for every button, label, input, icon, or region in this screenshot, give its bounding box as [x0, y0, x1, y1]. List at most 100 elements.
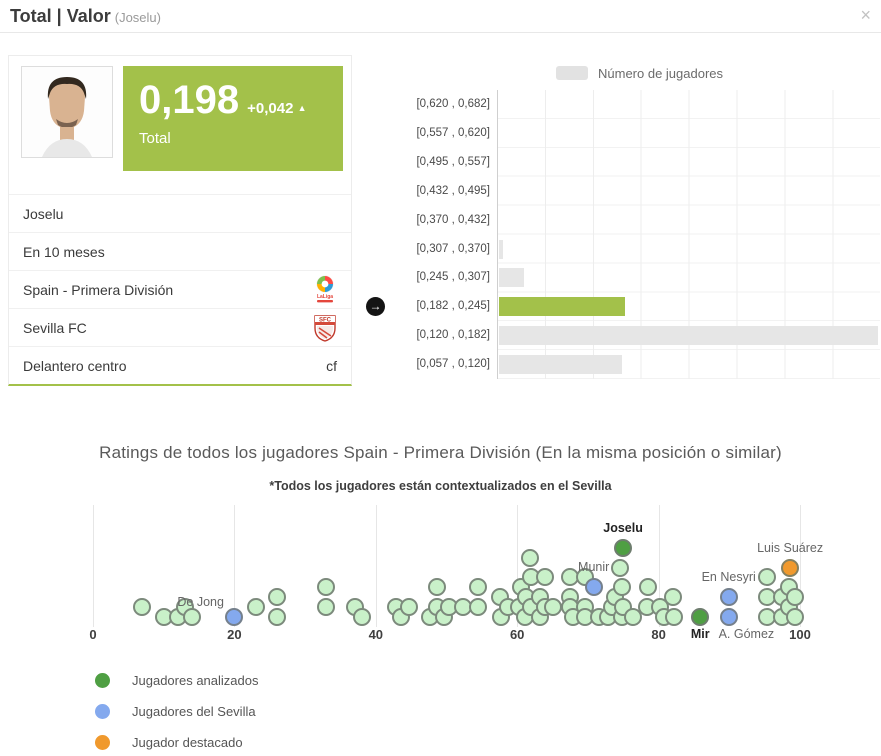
scatter-dot — [133, 598, 152, 617]
scatter-dot-de-jong — [225, 608, 244, 626]
scatter-dot — [638, 578, 657, 597]
legend-item-label: Jugadores del Sevilla — [132, 704, 256, 719]
scatter-dot — [786, 588, 805, 607]
scatter-dot-munir — [584, 578, 603, 597]
x-axis-tick-label: 60 — [509, 627, 525, 642]
scatter-gridline — [234, 505, 236, 627]
x-axis-tick-label: 20 — [227, 627, 242, 642]
position-code: cf — [326, 357, 337, 374]
scatter-dot-mir — [691, 608, 710, 626]
histogram-bar — [499, 268, 524, 288]
histogram-bar — [499, 239, 503, 259]
contract-label: En 10 meses — [23, 243, 105, 260]
histogram-bin-label: [0,245 , 0,307] — [416, 271, 490, 284]
player-photo-image — [22, 67, 112, 157]
contract-row: En 10 meses — [9, 232, 351, 270]
histogram-bin-label: [0,307 , 0,370] — [416, 242, 490, 255]
modal-header: Total | Valor (Joselu) × — [0, 0, 881, 33]
scatter-dot — [663, 588, 682, 607]
analyzed-dot-icon — [95, 673, 110, 688]
page-title-player: (Joselu) — [114, 10, 161, 25]
legend-item-highlight: Jugador destacado — [95, 735, 243, 750]
scatter-gridline — [375, 505, 377, 627]
scatter-dot — [612, 578, 631, 597]
scatter-dot — [520, 548, 539, 567]
scatter-dot-joselu — [614, 538, 633, 557]
legend-item-label: Jugador destacado — [132, 735, 243, 750]
scatter-gridline — [658, 505, 660, 627]
page-title: Total | Valor (Joselu) — [10, 6, 161, 27]
scatter-dot — [246, 598, 265, 617]
scatter-gridline — [517, 505, 519, 627]
value-delta: +0,042 ▲ — [247, 100, 307, 117]
laliga-logo-icon: LaLiga — [313, 275, 337, 305]
league-label: Spain - Primera División — [23, 281, 174, 298]
histogram-bar — [499, 326, 878, 346]
highlight-dot-icon — [95, 735, 110, 750]
scatter-gridline — [93, 505, 94, 627]
position-row: Delantero centro cf — [9, 346, 351, 384]
scatter-dot — [317, 598, 336, 617]
sevilla-dot-icon — [95, 704, 110, 719]
histogram-legend-label: Número de jugadores — [598, 66, 724, 81]
histogram-legend-swatch — [556, 66, 588, 80]
x-axis-tick-label: 40 — [368, 627, 384, 642]
player-point-label: En Nesyri — [701, 570, 756, 585]
histogram-plot — [497, 90, 880, 379]
scatter-dot — [427, 578, 446, 597]
player-point-label: Mir — [690, 627, 710, 641]
scatter-subtitle: *Todos los jugadores están contextualiza… — [269, 479, 612, 493]
scatter-gridline — [800, 505, 801, 627]
player-point-label: Luis Suárez — [757, 540, 824, 555]
scatter-dot — [544, 598, 563, 617]
scatter-title: Ratings de todos los jugadores Spain - P… — [99, 443, 782, 462]
scatter-dot — [469, 598, 488, 617]
histogram-bar — [499, 355, 622, 375]
scatter-dot-a-g-mez — [719, 608, 738, 626]
x-axis-tick-label: 100 — [789, 627, 811, 642]
scatter-dot — [610, 558, 629, 577]
delta-up-icon: ▲ — [297, 103, 307, 113]
scatter-dot-luis-su-rez — [781, 558, 800, 577]
histogram-bar-highlighted — [499, 297, 625, 317]
scatter-dot — [182, 608, 201, 626]
total-value: 0,198 — [139, 78, 240, 122]
player-point-label: Joselu — [603, 520, 643, 535]
scatter-dot — [469, 578, 488, 597]
player-point-label: Munir — [578, 560, 610, 575]
current-bin-arrow-icon: → — [366, 297, 385, 317]
legend-item-analyzed: Jugadores analizados — [95, 673, 258, 688]
legend-item-label: Jugadores analizados — [132, 673, 259, 688]
total-value-box: 0,198 +0,042 ▲ Total — [123, 66, 343, 171]
player-point-label: De Jong — [177, 595, 224, 609]
svg-text:LaLiga: LaLiga — [317, 294, 333, 300]
scatter-dot-en-nesyri — [719, 588, 738, 607]
league-row: Spain - Primera División LaLiga — [9, 270, 351, 308]
histogram-bin-label: [0,495 , 0,557] — [416, 155, 490, 168]
scatter-dot — [786, 608, 805, 626]
histogram-bin-label: [0,370 , 0,432] — [416, 213, 490, 226]
scatter-dot — [267, 608, 286, 626]
x-axis-tick-label: 0 — [89, 627, 97, 642]
sevilla-crest-icon: SFC — [313, 314, 337, 342]
scatter-plot: 0 20 40 60 80 100 De Jong Munir Joselu Mir En Nesy… — [0, 500, 881, 660]
club-row: Sevilla FC SFC — [9, 308, 351, 346]
legend-item-sevilla: Jugadores del Sevilla — [95, 704, 256, 719]
club-label: Sevilla FC — [23, 319, 87, 336]
scatter-dot — [352, 608, 371, 626]
player-name: Joselu — [23, 205, 64, 222]
close-icon[interactable]: × — [860, 5, 871, 25]
scatter-dot — [665, 608, 684, 626]
player-card: 0,198 +0,042 ▲ Total Joselu En 10 meses S… — [8, 55, 352, 386]
scatter-dot — [758, 568, 777, 587]
histogram-bin-label: [0,620 , 0,682] — [416, 98, 490, 110]
scatter-dot — [624, 608, 643, 626]
x-axis-tick-label: 80 — [651, 627, 666, 642]
scatter-dot — [317, 578, 336, 597]
histogram-bin-label: [0,057 , 0,120] — [416, 358, 490, 371]
scatter-dot — [400, 598, 419, 617]
scatter-dot — [535, 568, 554, 587]
histogram-bin-label: [0,182 , 0,245] — [416, 300, 490, 313]
player-point-label: A. Gómez — [718, 627, 775, 641]
scatter-dot — [267, 588, 286, 607]
